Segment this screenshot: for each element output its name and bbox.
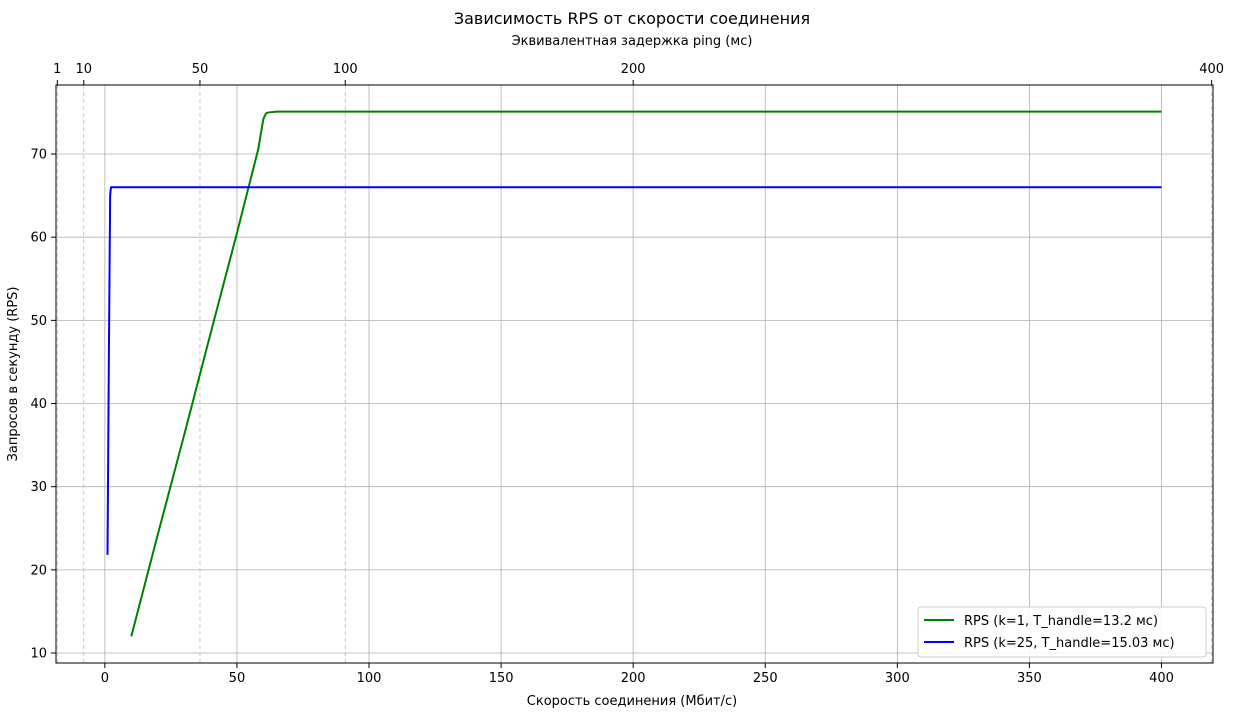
top-tick-label: 1: [53, 62, 61, 77]
y-axis: 10 20 30 40 50 60 70: [30, 148, 56, 662]
x-tick-label: 100: [357, 671, 382, 686]
top-tick-label: 100: [333, 62, 358, 77]
plot-frame: [55, 84, 1214, 664]
y-tick-label: 40: [30, 397, 47, 412]
x-tick-label: 200: [621, 671, 646, 686]
x-axis-label: Скорость соединения (Мбит/с): [527, 694, 737, 709]
x-tick-label: 0: [101, 671, 109, 686]
x-tick-label: 250: [753, 671, 778, 686]
top-tick-label: 50: [192, 62, 209, 77]
top-tick-label: 400: [1199, 62, 1224, 77]
top-tick-label: 200: [621, 62, 646, 77]
legend-box: [917, 606, 1207, 658]
chart-title: Зависимость RPS от скорости соединения: [454, 9, 810, 28]
series-line-0: [130, 110, 1162, 637]
legend-label-green: RPS (k=1, T_handle=13.2 мс): [964, 614, 1158, 629]
grid: [56, 85, 1213, 663]
y-tick-label: 20: [30, 563, 47, 578]
top-axis: 1 10 50 100 200 400: [53, 62, 1224, 85]
top-axis-grid: [56, 85, 1213, 663]
x-tick-label: 350: [1017, 671, 1042, 686]
x-tick-label: 300: [885, 671, 910, 686]
y-tick-label: 30: [30, 480, 47, 495]
y-axis-label: Запросов в секунду (RPS): [6, 287, 21, 462]
legend: RPS (k=1, T_handle=13.2 мс) RPS (k=25, T…: [917, 606, 1207, 658]
x-axis: 0 50 100 150 200 250 300 350 400: [101, 663, 1174, 686]
y-tick-label: 70: [30, 148, 47, 163]
top-axis-label: Эквивалентная задержка ping (мс): [512, 34, 753, 49]
y-tick-label: 60: [30, 231, 47, 246]
y-tick-label: 50: [30, 314, 47, 329]
top-tick-label: 10: [75, 62, 92, 77]
x-tick-label: 400: [1149, 671, 1174, 686]
series-lines: [106, 110, 1162, 637]
series-line-1: [106, 186, 1162, 555]
legend-label-blue: RPS (k=25, T_handle=15.03 мс): [964, 636, 1175, 651]
y-tick-label: 10: [30, 647, 47, 662]
x-tick-label: 150: [489, 671, 514, 686]
x-tick-label: 50: [229, 671, 246, 686]
